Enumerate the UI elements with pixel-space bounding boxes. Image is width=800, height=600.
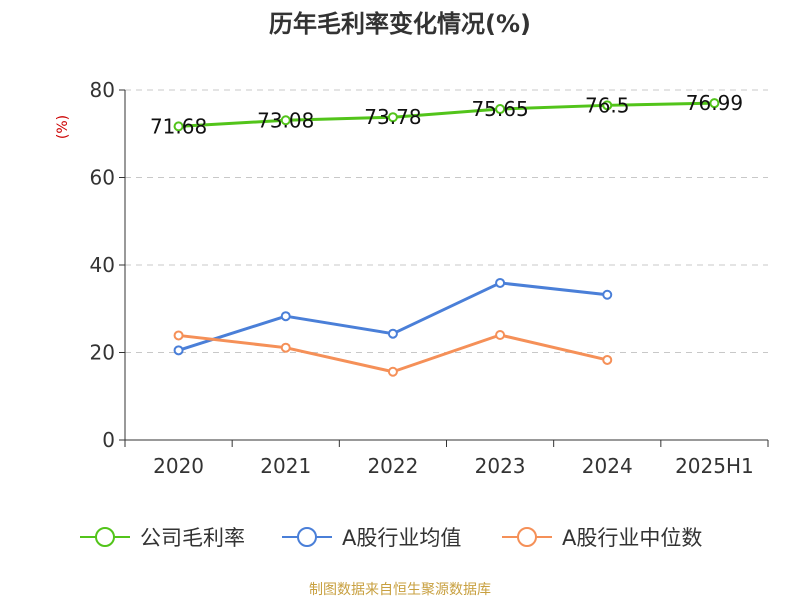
data-label: 73.78	[364, 105, 421, 129]
data-point	[495, 277, 506, 288]
x-tick-label: 2023	[475, 454, 526, 478]
data-point	[280, 342, 291, 353]
data-point	[602, 354, 613, 365]
data-point	[602, 289, 613, 300]
data-point	[173, 345, 184, 356]
data-label: 76.5	[585, 93, 630, 117]
data-label: 75.65	[471, 97, 528, 121]
source-note: 制图数据来自恒生聚源数据库	[309, 582, 491, 598]
data-point	[709, 98, 720, 109]
chart-title: 历年毛利率变化情况(%)	[269, 10, 531, 38]
data-label: 76.99	[686, 91, 743, 115]
y-tick-label: 40	[90, 253, 115, 277]
y-tick-label: 80	[90, 78, 115, 102]
data-point	[387, 112, 398, 123]
series-layer	[173, 98, 720, 377]
legend-marker	[517, 527, 537, 547]
grid-lines	[125, 89, 768, 353]
legend-item: A股行业中位数	[502, 526, 702, 550]
data-point	[495, 330, 506, 340]
x-tick-label: 2022	[367, 454, 418, 478]
data-label: 71.68	[150, 114, 207, 138]
legend: 公司毛利率 A股行业均值 A股行业中位数	[80, 526, 702, 550]
data-point	[495, 104, 506, 115]
legend-label: A股行业均值	[342, 526, 461, 550]
data-point	[387, 328, 398, 339]
y-tick-label: 0	[102, 428, 115, 452]
legend-label: 公司毛利率	[140, 526, 245, 550]
data-point	[173, 330, 184, 341]
y-tick-label: 60	[90, 166, 115, 190]
legend-marker	[95, 527, 115, 547]
data-point	[602, 100, 613, 111]
data-point	[280, 311, 291, 322]
series-line-2	[178, 333, 608, 374]
axes: 0 20 40 60 80 2020 2021 2022 2023 2024 2025H1	[90, 78, 769, 478]
data-labels: 71.68 73.08 73.78 75.65 76.5 76.99	[150, 91, 743, 138]
legend-marker	[297, 527, 317, 547]
x-tick-label: 2024	[582, 454, 633, 478]
legend-label: A股行业中位数	[562, 526, 702, 550]
series-line-0	[178, 101, 715, 128]
y-tick-label: 20	[90, 341, 115, 365]
data-point	[173, 121, 184, 132]
x-tick-label: 2020	[153, 454, 204, 478]
data-point	[387, 366, 398, 377]
legend-item: 公司毛利率	[80, 526, 245, 550]
legend-item: A股行业均值	[282, 526, 461, 550]
data-label: 73.08	[257, 108, 314, 132]
x-tick-label: 2025H1	[675, 454, 754, 478]
series-line-1	[178, 281, 608, 352]
y-axis-unit: (%)	[55, 115, 71, 139]
data-point	[280, 115, 291, 126]
x-tick-label: 2021	[260, 454, 311, 478]
